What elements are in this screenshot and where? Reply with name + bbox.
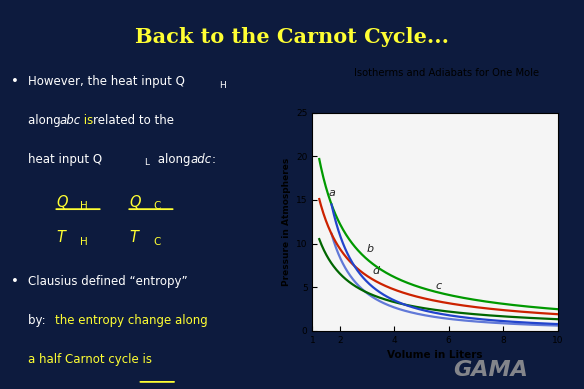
Text: GAMA: GAMA [453, 359, 528, 380]
Text: along: along [28, 114, 65, 127]
Text: d: d [373, 266, 380, 276]
Text: c: c [435, 281, 441, 291]
Text: heat input Q: heat input Q [28, 152, 102, 166]
Text: along: along [154, 152, 194, 166]
Text: by:: by: [28, 314, 50, 327]
Text: is: is [80, 114, 97, 127]
Text: H: H [80, 237, 88, 247]
Text: H: H [219, 81, 225, 90]
Text: T: T [129, 230, 138, 245]
Text: Q: Q [129, 194, 141, 210]
Text: H: H [80, 201, 88, 211]
Text: related to the: related to the [93, 114, 173, 127]
Text: Clausius defined “entropy”: Clausius defined “entropy” [28, 275, 188, 288]
Text: Back to the Carnot Cycle...: Back to the Carnot Cycle... [135, 27, 449, 47]
Text: the entropy change along: the entropy change along [55, 314, 208, 327]
Text: a: a [329, 187, 336, 198]
Text: •: • [12, 75, 19, 88]
X-axis label: Volume in Liters: Volume in Liters [387, 350, 483, 360]
Text: abc: abc [59, 114, 81, 127]
Text: Isotherms and Adiabats for One Mole: Isotherms and Adiabats for One Mole [354, 68, 539, 78]
Text: Q: Q [56, 194, 68, 210]
Text: T: T [56, 230, 65, 245]
Text: a half Carnot cycle is: a half Carnot cycle is [28, 353, 152, 366]
Text: C: C [153, 201, 161, 211]
Text: L: L [145, 158, 150, 167]
Text: C: C [153, 237, 161, 247]
Text: •: • [12, 275, 19, 288]
Text: :: : [212, 152, 216, 166]
Text: However, the heat input Q: However, the heat input Q [28, 75, 185, 88]
Text: b: b [367, 244, 374, 254]
Y-axis label: Pressure in Atmospheres: Pressure in Atmospheres [281, 158, 290, 286]
Text: adc: adc [191, 152, 212, 166]
